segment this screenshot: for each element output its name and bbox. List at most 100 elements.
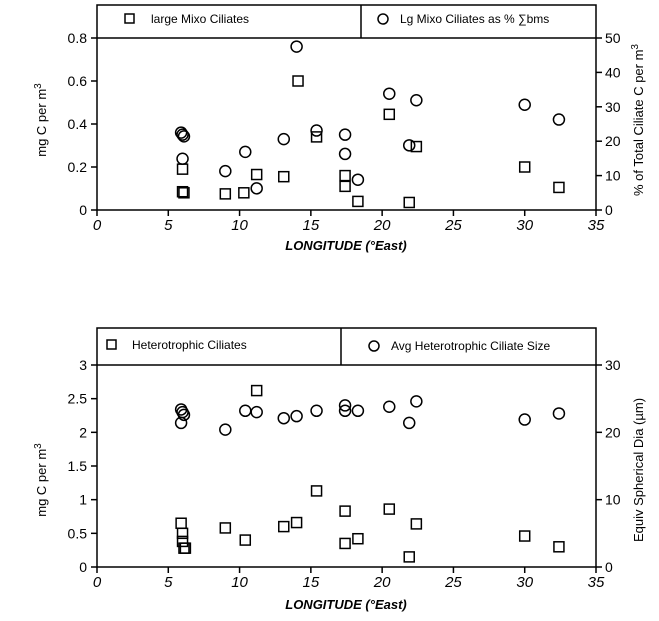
- circle-data-point: [290, 40, 303, 53]
- y-tick-label-left: 0: [79, 559, 87, 575]
- circle-data-point: [250, 405, 263, 419]
- square-data-point: [403, 551, 415, 563]
- y-tick-label-left: 1: [79, 492, 87, 508]
- square-data-point: [339, 180, 351, 193]
- y-tick-label-right: 20: [605, 133, 621, 149]
- y-tick-label-left: 3: [79, 357, 87, 373]
- y-tick-label-right: 10: [605, 492, 621, 508]
- plot-frame: [96, 4, 597, 211]
- square-data-point: [239, 534, 252, 546]
- square-data-point: [250, 384, 263, 397]
- x-tick-label: 30: [516, 574, 533, 591]
- y-tick-label-right: 30: [605, 99, 621, 115]
- circle-data-point: [518, 98, 531, 111]
- circle-data-point: [310, 124, 323, 137]
- square-data-point: [553, 541, 565, 553]
- y-ticks-left: 0 0.5 1 1.5 2 2.5 3: [68, 357, 97, 575]
- y-tick-label-right: 20: [605, 424, 621, 440]
- y-tick-label-right: 10: [605, 168, 621, 184]
- legend-label-right: Lg Mixo Ciliates as % ∑bms: [400, 12, 549, 26]
- x-tick-label: 30: [516, 217, 533, 234]
- x-ticks: 0 5 10 15 20 25 30 35: [93, 567, 605, 591]
- square-data-point: [250, 168, 263, 181]
- y-axis-label-left-text: mg C per m: [34, 449, 49, 517]
- y-tick-label-left: 0.5: [68, 525, 88, 541]
- square-data-point: [178, 187, 190, 199]
- circle-data-point: [177, 408, 191, 422]
- circle-data-point: [176, 152, 189, 165]
- square-data-point: [403, 196, 415, 209]
- circle-data-point: [177, 130, 191, 143]
- square-data-point: [553, 181, 565, 194]
- y-axis-label-left: mg C per m3: [33, 83, 49, 157]
- legend-square-marker: [124, 13, 135, 24]
- circle-data-point: [338, 147, 352, 161]
- square-data-point: [176, 527, 189, 540]
- x-tick-label: 15: [303, 574, 320, 591]
- square-data-point: [179, 542, 192, 554]
- circle-data-point: [338, 128, 352, 141]
- y-tick-label-left: 1.5: [68, 458, 88, 474]
- y-ticks-right: 0 10 20 30 40 50: [596, 30, 621, 218]
- plot-frame: [96, 327, 597, 568]
- legend-left: large Mixo Ciliates: [124, 12, 249, 26]
- square-data-point: [219, 188, 232, 200]
- square-data-point: [339, 169, 351, 182]
- data-marks: [174, 40, 566, 209]
- legend-right: Avg Heterotrophic Ciliate Size: [368, 339, 551, 353]
- circle-data-point: [351, 404, 365, 418]
- square-data-point: [176, 185, 189, 198]
- legend-right: Lg Mixo Ciliates as % ∑bms: [377, 12, 549, 26]
- legend-label-left: Heterotrophic Ciliates: [132, 338, 247, 352]
- y-tick-label-right: 0: [605, 559, 613, 575]
- x-tick-label: 35: [588, 217, 605, 234]
- circle-data-point: [402, 416, 416, 430]
- legend-circle-marker: [377, 13, 389, 25]
- y-tick-label-right: 30: [605, 357, 621, 373]
- y-tick-label-left: 0.6: [68, 73, 88, 89]
- square-data-point: [175, 517, 187, 529]
- x-tick-label: 5: [164, 574, 173, 591]
- y-axis-label-right: % of Total Ciliate C per m3: [630, 44, 646, 196]
- x-tick-label: 0: [93, 217, 102, 234]
- square-data-point: [176, 535, 189, 548]
- x-axis-label: LONGITUDE (°East): [285, 597, 406, 612]
- square-data-point: [383, 503, 396, 515]
- circle-data-point: [174, 126, 188, 139]
- circle-data-point: [277, 132, 291, 146]
- square-data-point: [219, 522, 232, 534]
- y-tick-label-left: 2: [79, 424, 87, 440]
- circle-data-point: [290, 409, 303, 423]
- circle-data-point: [174, 416, 188, 430]
- y-axis-label-right: Equiv Spherical Dia (µm): [631, 398, 646, 542]
- x-tick-label: 20: [373, 574, 391, 591]
- x-tick-label: 25: [444, 574, 462, 591]
- legend-square-marker: [106, 339, 117, 350]
- y-axis-label-left: mg C per m3: [33, 443, 49, 517]
- square-data-point: [278, 170, 290, 183]
- y-axis-label-left-text: mg C per m: [34, 89, 49, 157]
- circle-data-point: [383, 87, 396, 100]
- x-tick-label: 25: [444, 217, 462, 234]
- square-data-point: [339, 537, 351, 550]
- circle-data-point: [250, 182, 263, 195]
- circle-data-point: [277, 411, 291, 425]
- square-data-point: [410, 518, 423, 530]
- y-tick-label-left: 0.4: [68, 116, 88, 132]
- circle-data-point: [338, 399, 352, 412]
- y-axis-label-right-superscript: 3: [630, 44, 641, 50]
- square-data-point: [238, 187, 250, 199]
- circle-data-point: [351, 173, 365, 186]
- square-data-point: [518, 161, 531, 173]
- y-tick-label-left: 0.2: [68, 159, 88, 175]
- circle-data-point: [219, 423, 232, 436]
- y-tick-label-left: 0: [79, 202, 87, 218]
- circle-data-point: [410, 94, 423, 107]
- y-tick-label-right: 40: [605, 64, 621, 80]
- x-axis-label: LONGITUDE (°East): [285, 238, 406, 253]
- y-axis-label-left-superscript: 3: [33, 83, 44, 89]
- y-axis-label-left-superscript: 3: [33, 443, 44, 449]
- square-data-point: [176, 163, 189, 175]
- circle-data-point: [402, 139, 416, 152]
- legend-left: Heterotrophic Ciliates: [106, 338, 247, 352]
